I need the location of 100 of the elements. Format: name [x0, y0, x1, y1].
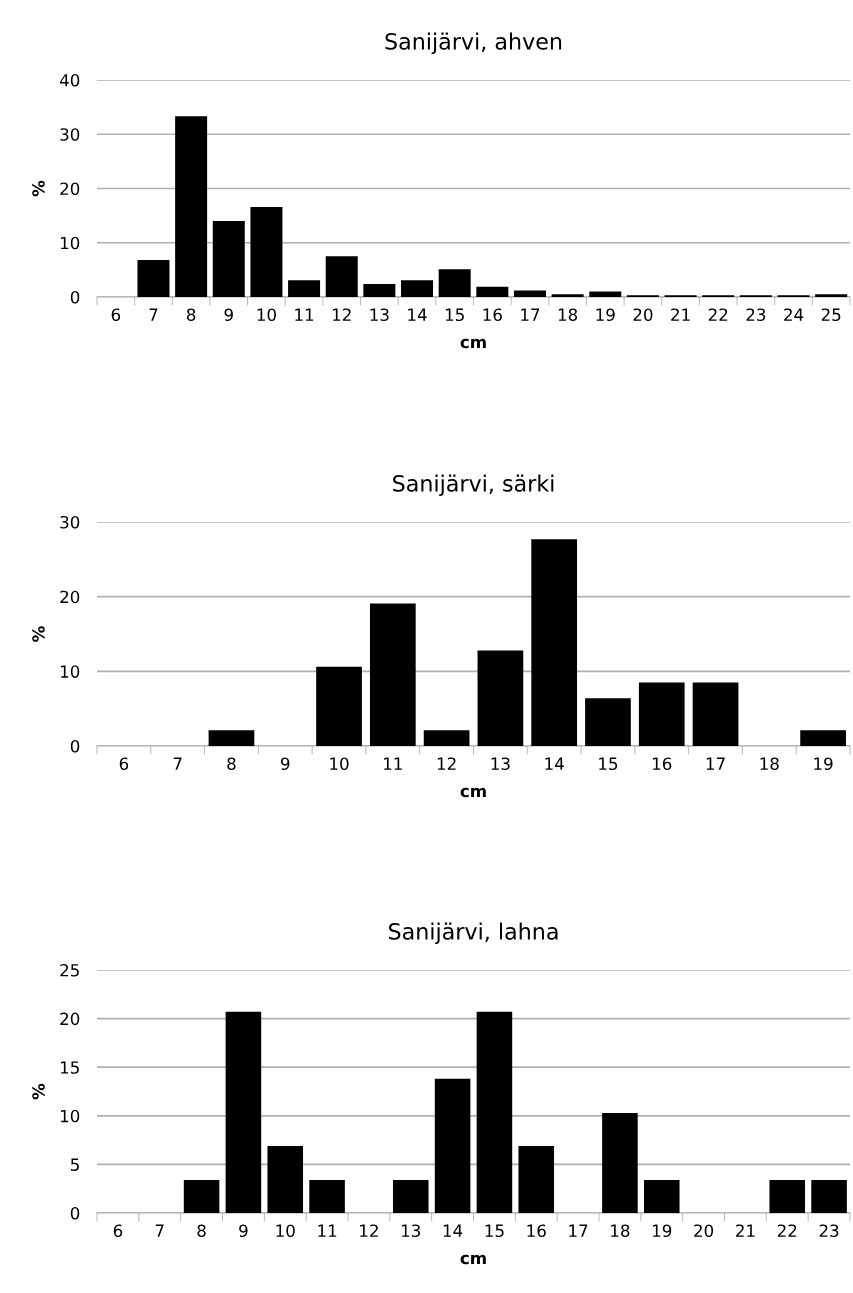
y-tick-label: 20	[60, 1012, 80, 1026]
x-tick-label: 11	[318, 1224, 337, 1237]
x-tick-label: 16	[527, 1224, 546, 1238]
bar	[288, 280, 321, 297]
y-tick-label: 10	[60, 236, 80, 250]
x-tick-label: 17	[569, 1224, 588, 1237]
chart-title: Sanijärvi, särki	[393, 474, 554, 497]
bar	[769, 1179, 806, 1213]
chart-title: Sanijärvi, ahven	[385, 32, 562, 55]
x-tick-label: 13	[370, 308, 389, 322]
y-tick-label: 30	[60, 515, 80, 529]
bar	[369, 603, 416, 746]
x-tick-label: 7	[173, 757, 182, 770]
y-tick-label: 0	[70, 1206, 80, 1220]
x-tick-label: 25	[821, 308, 841, 322]
bar	[316, 666, 362, 746]
x-tick-label: 14	[545, 757, 564, 770]
y-axis-title: %	[32, 180, 45, 197]
y-tick-label: 20	[60, 590, 80, 604]
y-tick-label: 10	[60, 665, 80, 678]
x-tick-label: 15	[445, 308, 464, 322]
chart-title: Sanijärvi, lahna	[389, 922, 558, 945]
x-tick-label: 9	[224, 308, 233, 322]
bar	[800, 730, 846, 746]
bar	[531, 539, 578, 746]
x-tick-label: 19	[652, 1224, 672, 1238]
x-tick-label: 15	[599, 757, 618, 771]
bar	[212, 221, 245, 297]
x-tick-label: 9	[239, 1224, 248, 1238]
bar	[638, 682, 685, 746]
y-tick-label: 5	[71, 1158, 79, 1171]
x-axis-title: cm	[460, 1254, 486, 1265]
bar	[208, 730, 255, 746]
x-tick-label: 8	[197, 1224, 206, 1238]
x-tick-label: 22	[708, 308, 728, 321]
bar	[815, 294, 848, 297]
x-tick-label: 22	[777, 1224, 797, 1237]
bar	[551, 294, 584, 297]
x-tick-label: 19	[814, 757, 833, 771]
x-tick-label: 13	[491, 757, 510, 771]
bar	[438, 269, 471, 297]
bar	[250, 206, 283, 297]
x-tick-label: 8	[186, 308, 196, 322]
x-tick-label: 23	[746, 308, 766, 322]
x-tick-label: 12	[437, 757, 456, 770]
x-tick-label: 14	[408, 308, 427, 321]
x-tick-label: 19	[596, 308, 615, 322]
x-tick-label: 13	[401, 1224, 421, 1238]
x-tick-label: 10	[276, 1224, 295, 1238]
x-tick-label: 8	[227, 757, 236, 771]
x-tick-label: 11	[384, 757, 402, 770]
bar	[225, 1011, 262, 1213]
y-tick-label: 15	[60, 1061, 79, 1074]
bar	[643, 1179, 680, 1213]
x-tick-label: 18	[558, 308, 578, 322]
x-tick-label: 6	[119, 757, 129, 771]
x-tick-label: 24	[784, 308, 804, 321]
bar	[589, 291, 622, 297]
bar	[137, 260, 170, 297]
bar	[434, 1078, 471, 1213]
x-tick-label: 6	[111, 308, 121, 322]
x-tick-label: 17	[521, 308, 540, 321]
x-tick-label: 6	[113, 1224, 123, 1238]
y-tick-label: 25	[60, 963, 79, 977]
x-tick-label: 21	[736, 1224, 755, 1237]
y-tick-label: 30	[60, 128, 80, 141]
y-tick-label: 0	[70, 290, 80, 304]
bar	[325, 256, 358, 297]
x-tick-label: 20	[633, 308, 653, 322]
x-tick-label: 7	[155, 1224, 164, 1237]
x-tick-label: 7	[149, 308, 158, 321]
y-tick-label: 10	[60, 1109, 80, 1123]
bar	[309, 1179, 345, 1213]
bar	[518, 1145, 555, 1213]
x-tick-label: 15	[485, 1224, 504, 1238]
y-tick-label: 40	[59, 73, 80, 87]
y-tick-label: 0	[70, 739, 80, 753]
bar	[175, 116, 208, 297]
bar	[392, 1179, 429, 1213]
bar	[401, 280, 434, 297]
bar	[476, 286, 509, 297]
bar	[692, 682, 739, 746]
x-tick-label: 18	[611, 1224, 630, 1238]
x-tick-label: 20	[694, 1224, 714, 1238]
x-tick-label: 23	[819, 1224, 839, 1238]
x-tick-label: 14	[443, 1224, 463, 1237]
x-tick-label: 16	[483, 308, 502, 322]
x-axis-title: cm	[460, 338, 486, 349]
bar	[585, 698, 631, 746]
bar	[811, 1179, 847, 1213]
y-axis-title: %	[32, 1083, 45, 1100]
bar	[477, 650, 524, 746]
bar	[602, 1112, 638, 1213]
x-tick-label: 21	[671, 308, 690, 321]
x-tick-label: 11	[295, 308, 314, 321]
y-axis-title: %	[32, 626, 45, 642]
x-tick-label: 12	[332, 308, 351, 321]
x-tick-label: 10	[330, 757, 349, 771]
x-tick-label: 17	[706, 757, 725, 770]
x-tick-label: 12	[360, 1224, 378, 1237]
